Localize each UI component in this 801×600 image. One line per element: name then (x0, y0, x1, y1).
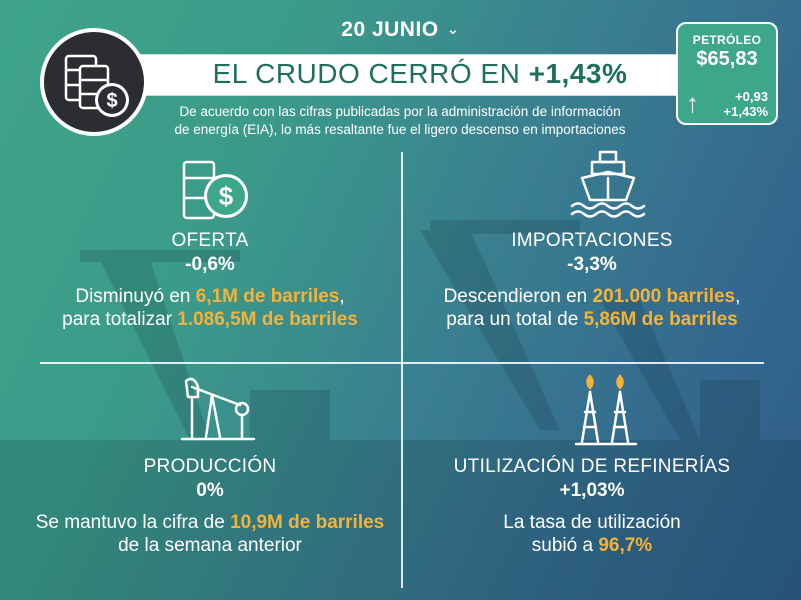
horizontal-divider (40, 362, 764, 364)
barrels-dollar-badge: $ (40, 28, 148, 136)
quadrant-change: -3,3% (567, 254, 617, 275)
subtitle-line-1: De acuerdo con las cifras publicadas por… (179, 104, 621, 119)
desc-highlight: 96,7% (598, 535, 653, 556)
svg-text:$: $ (219, 181, 234, 211)
price-label: PETRÓLEO (692, 33, 762, 47)
desc-text: para un total de (446, 309, 584, 330)
quadrant-produccion: PRODUCCIÓN 0% Se mantuvo la cifra de 10,… (20, 456, 400, 557)
quadrant-change: +1,03% (559, 480, 625, 501)
quadrant-description: Descendieron en 201.000 barriles, para u… (402, 285, 782, 331)
desc-text: , (735, 286, 741, 307)
desc-highlight: 10,9M de barriles (230, 512, 385, 533)
date-selector[interactable]: 20 JUNIO ⌄ (0, 18, 801, 42)
quadrant-oferta: OFERTA -0,6% Disminuyó en 6,1M de barril… (20, 230, 400, 331)
price-value: $65,83 (696, 48, 758, 70)
quadrant-title: UTILIZACIÓN DE REFINERÍAS (453, 456, 731, 477)
price-change-pct: +1,43% (723, 104, 768, 119)
quadrant-description: La tasa de utilización subió a 96,7% (402, 511, 782, 557)
barrels-dollar-icon: $ (64, 54, 129, 117)
desc-text: de la semana anterior (118, 535, 302, 556)
desc-text: Descendieron en (443, 286, 593, 307)
date-label: 20 JUNIO (341, 18, 439, 41)
subtitle: De acuerdo con las cifras publicadas por… (130, 103, 670, 139)
quadrant-title: OFERTA (171, 230, 249, 251)
quadrant-change: -0,6% (185, 254, 235, 275)
desc-highlight: 201.000 barriles (592, 286, 736, 307)
oil-price-card: PETRÓLEO $65,83 ↑ +0,93 +1,43% (676, 22, 778, 125)
quadrant-importaciones: IMPORTACIONES -3,3% Descendieron en 201.… (402, 230, 782, 331)
desc-text: , (339, 286, 345, 307)
price-change-abs: +0,93 (735, 89, 768, 104)
desc-text: Disminuyó en (75, 286, 196, 307)
desc-highlight: 5,86M de barriles (583, 309, 738, 330)
arrow-up-icon: ↑ (686, 88, 699, 118)
quadrant-description: Disminuyó en 6,1M de barriles, para tota… (20, 285, 400, 331)
ship-icon (570, 150, 646, 218)
desc-highlight: 6,1M de barriles (195, 286, 340, 307)
desc-highlight: 1.086,5M de barriles (177, 309, 358, 330)
subtitle-line-2: de energía (EIA), lo más resaltante fue … (174, 122, 626, 137)
chevron-down-icon: ⌄ (446, 21, 460, 38)
desc-text: La tasa de utilización (503, 512, 681, 533)
page-title: EL CRUDO CERRÓ EN +1,43% (140, 58, 700, 90)
quadrant-title: PRODUCCIÓN (143, 456, 277, 477)
svg-text:$: $ (106, 90, 117, 112)
price-change: +0,93 +1,43% (724, 89, 768, 119)
barrels-dollar-icon: $ (182, 160, 248, 220)
title-value: +1,43% (528, 58, 628, 89)
pumpjack-icon (180, 377, 256, 441)
desc-text: Se mantuvo la cifra de (35, 512, 231, 533)
quadrant-title: IMPORTACIONES (511, 230, 673, 251)
vertical-divider (401, 152, 403, 588)
refinery-towers-icon (574, 374, 638, 446)
title-prefix: EL CRUDO CERRÓ EN (212, 58, 529, 89)
quadrant-utilizacion-refinerias: UTILIZACIÓN DE REFINERÍAS +1,03% La tasa… (402, 456, 782, 557)
quadrant-description: Se mantuvo la cifra de 10,9M de barriles… (20, 511, 400, 557)
desc-text: para totalizar (62, 309, 178, 330)
desc-text: subió a (531, 535, 599, 556)
quadrant-change: 0% (196, 480, 224, 501)
